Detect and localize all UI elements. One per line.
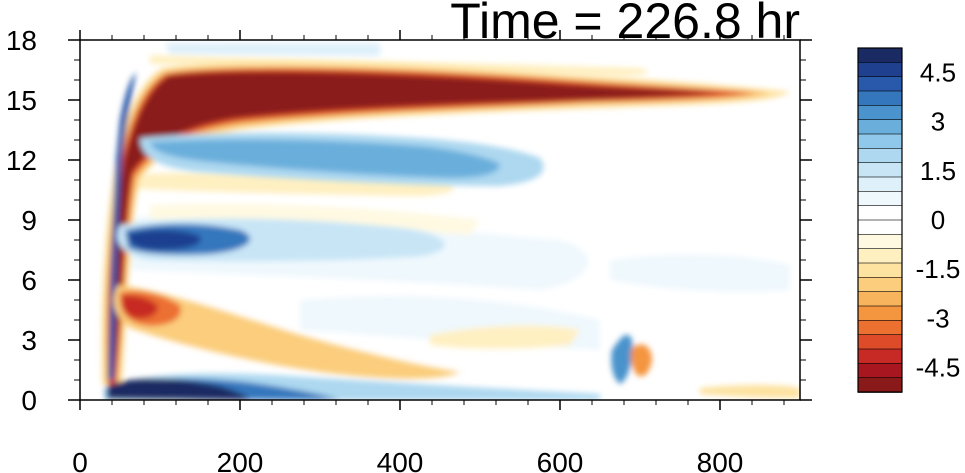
pos-band-low-light bbox=[113, 285, 461, 379]
colorbar: 4.5 3 1.5 0 -1.5 -3 -4.5 bbox=[857, 47, 961, 393]
colorbar-label: -3 bbox=[926, 303, 949, 333]
field-layer bbox=[101, 43, 800, 400]
colorbar-swatch bbox=[857, 105, 903, 121]
y-tick-label: 12 bbox=[6, 145, 37, 176]
colorbar-swatch bbox=[857, 162, 903, 178]
colorbar-swatch bbox=[857, 47, 903, 64]
pos-surface-right bbox=[700, 385, 800, 398]
colorbar-label: 4.5 bbox=[920, 58, 956, 88]
faint-positive-lower bbox=[430, 325, 580, 349]
jet-core bbox=[109, 71, 720, 381]
colorbar-swatch bbox=[857, 176, 903, 193]
colorbar-swatch bbox=[857, 90, 903, 107]
neg-surface-dark bbox=[108, 378, 250, 400]
faint-positive-mid bbox=[150, 203, 480, 235]
x-tick-label: 200 bbox=[217, 447, 264, 473]
colorbar-swatch bbox=[857, 234, 903, 250]
colorbar-swatch bbox=[857, 277, 903, 293]
colorbar-swatch bbox=[857, 148, 903, 164]
colorbar-label: -1.5 bbox=[916, 254, 961, 284]
y-tick-label: 6 bbox=[21, 265, 37, 296]
colorbar-swatch bbox=[857, 62, 903, 78]
colorbar-label: 3 bbox=[931, 107, 945, 137]
chart-title: Time = 226.8 hr bbox=[450, 0, 800, 49]
colorbar-label: 1.5 bbox=[920, 156, 956, 186]
y-tick-label: 9 bbox=[21, 205, 37, 236]
x-tick-label: 0 bbox=[72, 447, 88, 473]
colorbar-swatch bbox=[857, 334, 903, 350]
y-tick-label: 18 bbox=[6, 25, 37, 56]
pos-blob-right bbox=[630, 344, 652, 377]
faint-negative-patch-right bbox=[610, 254, 790, 292]
colorbar-swatch bbox=[857, 219, 903, 236]
faint-negative-patch-top bbox=[165, 43, 380, 56]
x-tick-label: 800 bbox=[697, 447, 744, 473]
neg-band-upper-mid bbox=[150, 139, 500, 178]
colorbar-swatch bbox=[857, 205, 903, 221]
colorbar-swatch bbox=[857, 377, 903, 393]
colorbar-swatch bbox=[857, 191, 903, 207]
neg-band-mid-dark bbox=[128, 229, 201, 250]
x-axis: 0 200 400 600 800 bbox=[72, 30, 785, 473]
neg-blob-right bbox=[611, 334, 633, 384]
field-main bbox=[101, 61, 800, 400]
colorbar-swatch bbox=[857, 133, 903, 150]
colorbar-frame bbox=[857, 47, 903, 393]
colorbar-swatch bbox=[857, 320, 903, 336]
colorbar-swatch bbox=[857, 363, 903, 379]
colorbar-swatch bbox=[857, 248, 903, 264]
colorbar-swatch bbox=[857, 76, 903, 92]
colorbar-swatch bbox=[857, 305, 903, 322]
x-tick-label: 400 bbox=[377, 447, 424, 473]
colorbar-label: 0 bbox=[931, 205, 945, 235]
colorbar-label: -4.5 bbox=[916, 352, 961, 382]
x-tick-label: 600 bbox=[537, 447, 584, 473]
pos-band-low-dark bbox=[121, 295, 158, 319]
y-tick-label: 15 bbox=[6, 85, 37, 116]
colorbar-swatch bbox=[857, 348, 903, 365]
colorbar-swatch bbox=[857, 291, 903, 307]
y-axis: 0 3 6 9 12 15 18 bbox=[6, 25, 812, 416]
y-tick-label: 0 bbox=[21, 385, 37, 416]
colorbar-swatch bbox=[857, 262, 903, 279]
colorbar-swatch bbox=[857, 119, 903, 135]
y-tick-label: 3 bbox=[21, 325, 37, 356]
